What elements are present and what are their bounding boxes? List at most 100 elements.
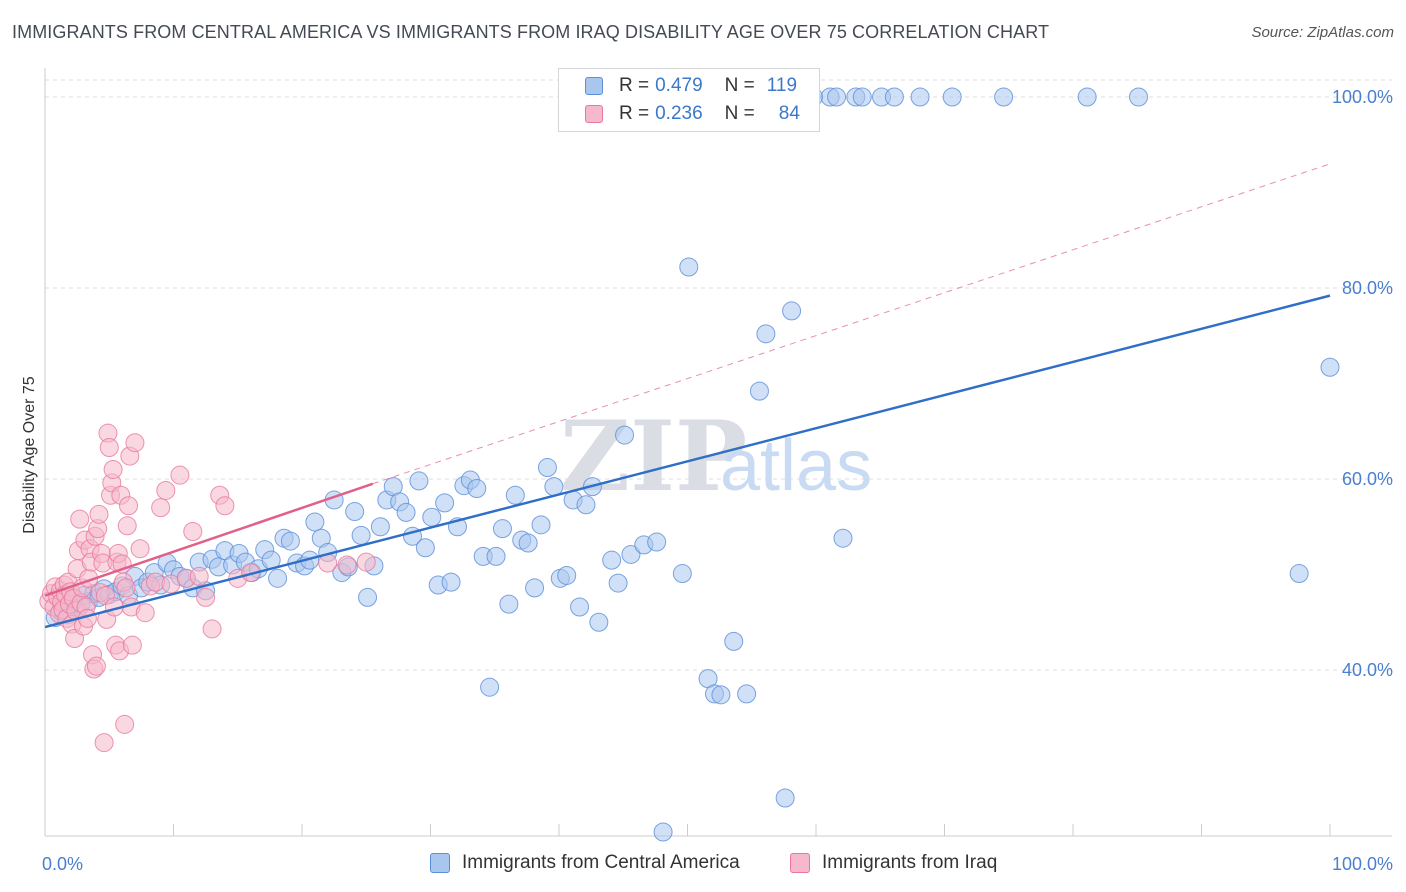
legend-r-label: R =	[619, 103, 650, 124]
data-point	[994, 87, 1014, 107]
data-point	[396, 502, 416, 522]
data-point	[1077, 87, 1097, 107]
data-point	[589, 612, 609, 632]
source-label: Source: ZipAtlas.com	[1251, 24, 1394, 41]
data-point	[125, 433, 145, 453]
bottom-legend-swatch-blue	[430, 853, 450, 873]
data-point	[570, 597, 590, 617]
data-point	[119, 496, 139, 516]
data-point	[608, 573, 628, 593]
watermark: ZIP atlas	[560, 400, 872, 513]
data-point	[117, 516, 137, 536]
trend-line-iraq	[44, 482, 374, 597]
legend-r-label: R =	[619, 75, 650, 96]
data-point	[827, 87, 847, 107]
data-point	[486, 546, 506, 566]
legend-n-label: N =	[724, 103, 755, 124]
data-point	[711, 685, 731, 705]
y-tick-label: 60.0%	[1342, 469, 1393, 489]
data-point	[775, 788, 795, 808]
data-point	[749, 381, 769, 401]
data-point	[435, 493, 455, 513]
data-point	[89, 504, 109, 524]
data-point	[833, 528, 853, 548]
data-point	[1289, 564, 1309, 584]
bottom-legend-label: Immigrants from Iraq	[822, 852, 998, 873]
data-point	[103, 459, 123, 479]
data-point	[505, 485, 525, 505]
data-point	[499, 594, 519, 614]
data-point	[122, 635, 142, 655]
data-point	[135, 603, 155, 623]
data-point	[99, 437, 119, 457]
y-axis-label: Disability Age Over 75	[21, 376, 38, 534]
data-point	[852, 87, 872, 107]
data-point	[615, 425, 635, 445]
watermark-atlas: atlas	[720, 426, 872, 506]
bottom-legend-swatch-pink	[790, 853, 810, 873]
data-point	[196, 587, 216, 607]
data-point	[621, 544, 641, 564]
data-point	[345, 501, 365, 521]
data-point	[518, 533, 538, 553]
data-point	[115, 714, 135, 734]
bottom-legend-label: Immigrants from Central America	[462, 852, 740, 873]
data-point	[351, 525, 371, 545]
trend-line-iraq-extension	[372, 163, 1331, 485]
data-point	[189, 566, 209, 586]
bottom-legend-item-iraq: Immigrants from Iraq	[790, 852, 997, 874]
trend-line-central-america	[44, 294, 1331, 629]
data-point	[356, 552, 376, 572]
data-point	[86, 656, 106, 676]
data-point	[672, 564, 692, 584]
data-point	[305, 512, 325, 532]
data-point	[531, 515, 551, 535]
series-central-america	[45, 87, 1340, 842]
y-tick-label: 100.0%	[1332, 87, 1393, 107]
legend: R = 0.479 N = 119 R = 0.236 N = 84	[558, 68, 820, 132]
data-point	[202, 619, 222, 639]
legend-r-value: 0.479	[655, 75, 703, 96]
data-point	[910, 87, 930, 107]
data-point	[679, 257, 699, 277]
data-point	[756, 324, 776, 344]
data-point	[370, 517, 390, 537]
bottom-legend-item-central-america: Immigrants from Central America	[430, 852, 740, 874]
data-point	[268, 568, 288, 588]
legend-r-value: 0.236	[655, 103, 703, 124]
data-point	[537, 458, 557, 478]
data-point	[170, 465, 190, 485]
data-point	[492, 519, 512, 539]
data-point	[215, 496, 235, 516]
y-tick-label: 80.0%	[1342, 278, 1393, 298]
data-point	[337, 555, 357, 575]
data-point	[480, 677, 500, 697]
legend-swatch-blue	[585, 77, 603, 95]
data-point	[441, 572, 461, 592]
data-point	[942, 87, 962, 107]
data-point	[737, 684, 757, 704]
data-point	[183, 522, 203, 542]
legend-n-value: 119	[766, 75, 798, 96]
data-point	[557, 565, 577, 585]
legend-n-value: 84	[778, 103, 800, 124]
data-point	[70, 509, 90, 529]
data-point	[1129, 87, 1149, 107]
data-point	[1320, 357, 1340, 377]
legend-n-label: N =	[724, 75, 755, 96]
data-point	[724, 631, 744, 651]
data-point	[280, 531, 300, 551]
data-point	[415, 538, 435, 558]
data-point	[525, 578, 545, 598]
chart-title: IMMIGRANTS FROM CENTRAL AMERICA VS IMMIG…	[12, 22, 1050, 42]
legend-row-iraq: R = 0.236 N = 84	[585, 101, 800, 127]
grid-lines	[45, 79, 1392, 671]
legend-swatch-pink	[585, 105, 603, 123]
data-point	[884, 87, 904, 107]
x-tick-label: 0.0%	[42, 854, 83, 874]
data-point	[653, 822, 673, 842]
data-point	[116, 578, 136, 598]
data-point	[576, 495, 596, 515]
data-point	[782, 301, 802, 321]
